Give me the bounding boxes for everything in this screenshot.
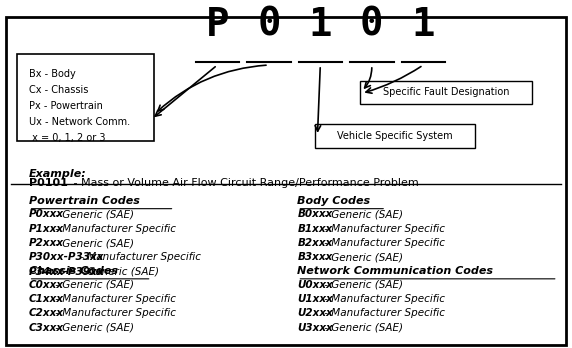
Text: - Manufacturer Specific: - Manufacturer Specific — [52, 294, 176, 304]
Text: Px - Powertrain: Px - Powertrain — [29, 101, 102, 111]
Text: P0101: P0101 — [29, 177, 67, 188]
Text: - Generic (SAE): - Generic (SAE) — [321, 209, 403, 219]
Text: - Manufacturer Specific: - Manufacturer Specific — [52, 308, 176, 318]
Text: - Generic (SAE): - Generic (SAE) — [52, 279, 134, 290]
Text: - Manufacturer Specific: - Manufacturer Specific — [52, 224, 176, 234]
Text: - Manufacturer Specific: - Manufacturer Specific — [321, 238, 445, 248]
Text: P: P — [206, 6, 229, 44]
Text: - Manufacturer Specific: - Manufacturer Specific — [321, 224, 445, 234]
Text: B1xxx: B1xxx — [297, 224, 333, 234]
Text: U2xxx: U2xxx — [297, 308, 333, 318]
Text: P0xxx: P0xxx — [29, 209, 63, 219]
Text: Cx - Chassis: Cx - Chassis — [29, 85, 88, 95]
Text: x = 0, 1, 2 or 3: x = 0, 1, 2 or 3 — [29, 133, 105, 143]
Text: - Generic (SAE): - Generic (SAE) — [321, 279, 403, 290]
Text: - Manufacturer Specific: - Manufacturer Specific — [321, 308, 445, 318]
FancyBboxPatch shape — [17, 54, 154, 141]
Text: Specific Fault Designation: Specific Fault Designation — [383, 87, 510, 97]
Text: - Mass or Volume Air Flow Circuit Range/Performance Problem: - Mass or Volume Air Flow Circuit Range/… — [70, 177, 419, 188]
Text: 1: 1 — [309, 6, 332, 44]
Text: Powertrain Codes: Powertrain Codes — [29, 196, 140, 206]
Text: - Manufacturer Specific: - Manufacturer Specific — [77, 252, 201, 262]
Text: C1xxx: C1xxx — [29, 294, 63, 304]
FancyBboxPatch shape — [315, 124, 475, 148]
Text: - Generic (SAE): - Generic (SAE) — [52, 323, 134, 333]
Text: Ux - Network Comm.: Ux - Network Comm. — [29, 117, 130, 127]
Text: P2xxx: P2xxx — [29, 238, 63, 248]
Text: - Generic (SAE): - Generic (SAE) — [52, 238, 134, 248]
FancyBboxPatch shape — [6, 17, 566, 345]
Text: Bx - Body: Bx - Body — [29, 69, 76, 79]
Text: - Generic (SAE): - Generic (SAE) — [52, 209, 134, 219]
Text: Vehicle Specific System: Vehicle Specific System — [337, 131, 452, 141]
Text: U3xxx: U3xxx — [297, 323, 333, 333]
Text: 1: 1 — [412, 6, 435, 44]
Text: C0xxx: C0xxx — [29, 279, 63, 290]
Text: P34xx-P39xx: P34xx-P39xx — [29, 267, 104, 277]
Text: - Manufacturer Specific: - Manufacturer Specific — [321, 294, 445, 304]
Text: Body Codes: Body Codes — [297, 196, 371, 206]
Text: U1xxx: U1xxx — [297, 294, 333, 304]
Text: B2xxx: B2xxx — [297, 238, 333, 248]
Text: P30xx-P33xx: P30xx-P33xx — [29, 252, 104, 262]
Text: Example:: Example: — [29, 169, 86, 179]
Text: 0: 0 — [257, 6, 280, 44]
Text: Network Communication Codes: Network Communication Codes — [297, 266, 494, 276]
Text: B0xxx: B0xxx — [297, 209, 333, 219]
Text: B3xxx: B3xxx — [297, 252, 333, 262]
Text: U0xxx: U0xxx — [297, 279, 333, 290]
Text: - Generic (SAE): - Generic (SAE) — [321, 252, 403, 262]
FancyBboxPatch shape — [360, 81, 532, 104]
Text: - Generic (SAE): - Generic (SAE) — [321, 323, 403, 333]
Text: 0: 0 — [360, 6, 383, 44]
Text: P1xxx: P1xxx — [29, 224, 63, 234]
Text: Chassis Codes: Chassis Codes — [29, 266, 118, 276]
Text: - Generic (SAE): - Generic (SAE) — [77, 267, 159, 277]
Text: C3xxx: C3xxx — [29, 323, 63, 333]
Text: C2xxx: C2xxx — [29, 308, 63, 318]
